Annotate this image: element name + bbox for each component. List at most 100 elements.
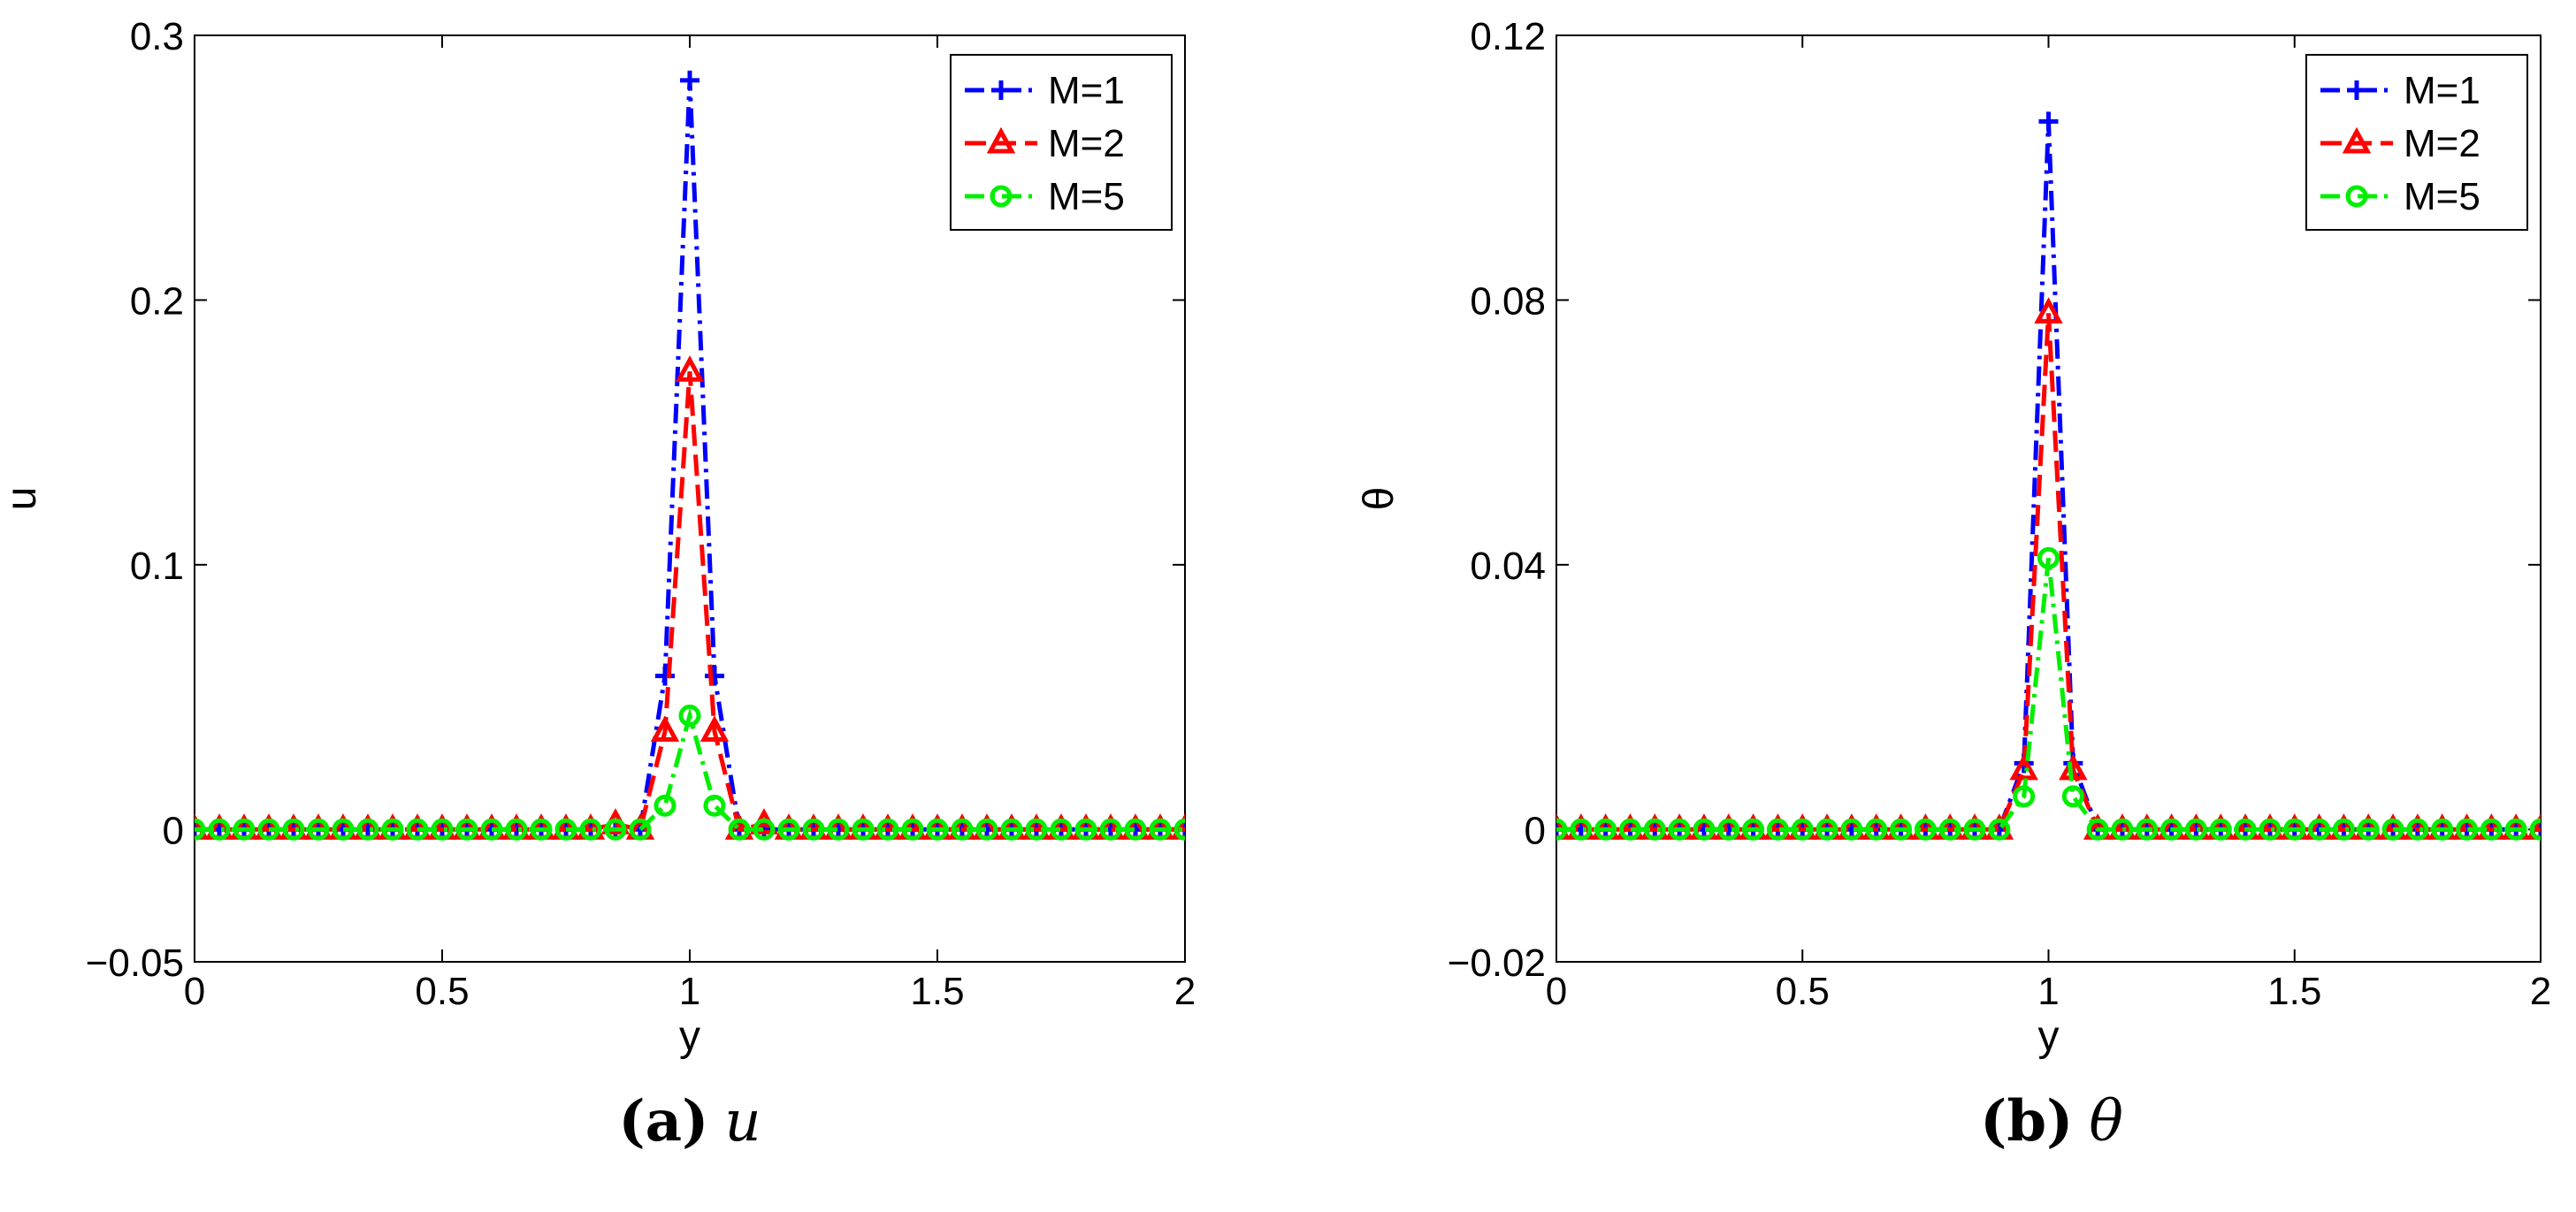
data-point <box>1643 818 1666 841</box>
data-point <box>1556 818 1568 841</box>
x-tick-label: 1.5 <box>910 970 964 1013</box>
data-point <box>876 818 899 841</box>
y-tick-label: 0.12 <box>1470 15 1546 58</box>
data-point <box>2111 818 2134 841</box>
series-group <box>195 70 1185 841</box>
legend-box <box>2305 54 2528 231</box>
x-tick-label: 1 <box>2037 970 2059 1013</box>
data-point <box>2061 785 2084 808</box>
data-point <box>680 70 699 90</box>
data-point <box>1766 818 1789 841</box>
data-point <box>505 818 528 841</box>
data-point <box>650 715 680 742</box>
data-point <box>2504 818 2527 841</box>
data-point <box>705 666 724 686</box>
data-point <box>2209 818 2232 841</box>
data-point <box>195 818 206 841</box>
legend-label: M=1 <box>2404 69 2480 112</box>
data-point <box>1668 818 1691 841</box>
legend: M=1 M=2 M=5 <box>950 54 1173 231</box>
legend-marker <box>2347 80 2366 100</box>
data-point <box>1791 818 1814 841</box>
data-point <box>431 818 454 841</box>
y-tick-label: 0 <box>163 809 184 852</box>
legend-label: M=2 <box>2404 122 2480 165</box>
data-point <box>2034 297 2063 324</box>
y-tick-label: −0.05 <box>86 941 184 985</box>
data-point <box>951 818 974 841</box>
data-point <box>579 818 602 841</box>
legend-marker <box>991 80 1011 100</box>
y-tick-label: −0.02 <box>1448 941 1546 985</box>
legend-box <box>950 54 1173 231</box>
caption-b: (b) θ <box>1980 1088 2123 1155</box>
legend-label: M=1 <box>1048 69 1125 112</box>
data-point <box>675 355 705 382</box>
data-point <box>975 818 998 841</box>
data-point <box>1618 818 1641 841</box>
data-point <box>208 818 231 841</box>
data-point <box>655 666 675 686</box>
x-axis-label: y <box>2038 1013 2060 1060</box>
data-point <box>480 818 503 841</box>
data-point <box>1742 818 1765 841</box>
data-point <box>282 818 305 841</box>
caption-b-symbol: θ <box>2089 1089 2123 1155</box>
y-tick-label: 0 <box>1525 809 1546 852</box>
data-point <box>2184 818 2207 841</box>
data-point <box>1988 818 2011 841</box>
data-point <box>233 818 256 841</box>
y-axis-label: θ <box>1356 487 1403 511</box>
data-point <box>1025 818 1048 841</box>
data-point <box>530 818 553 841</box>
data-point <box>1570 818 1593 841</box>
data-point <box>1717 818 1740 841</box>
data-point <box>356 818 379 841</box>
data-point <box>2456 818 2479 841</box>
caption-a: (a) u <box>618 1088 761 1155</box>
data-point <box>629 818 652 841</box>
data-point <box>2160 818 2183 841</box>
data-point <box>1890 818 1913 841</box>
y-tick-label: 0.2 <box>130 279 184 323</box>
x-tick-label: 2 <box>1174 970 1196 1013</box>
data-point <box>1963 818 1986 841</box>
data-point <box>678 705 701 728</box>
data-point <box>2013 785 2036 808</box>
x-tick-label: 0.5 <box>415 970 469 1013</box>
data-point <box>901 818 924 841</box>
y-tick-label: 0.1 <box>130 545 184 588</box>
data-point <box>2283 818 2306 841</box>
data-point <box>604 818 627 841</box>
data-point <box>2038 111 2059 132</box>
data-point <box>2086 818 2109 841</box>
legend-label: M=5 <box>1048 175 1125 218</box>
data-point <box>2406 818 2429 841</box>
data-point <box>1693 818 1716 841</box>
data-point <box>699 715 730 742</box>
x-axis-label: y <box>679 1013 700 1060</box>
data-point <box>1173 818 1185 841</box>
legend-label: M=2 <box>1048 122 1125 165</box>
data-point <box>1840 818 1863 841</box>
data-point <box>2308 818 2331 841</box>
data-point <box>257 818 280 841</box>
caption-a-letter: (a) <box>618 1088 708 1155</box>
data-point <box>2009 753 2038 781</box>
data-point <box>1000 818 1023 841</box>
data-point <box>2332 818 2355 841</box>
data-point <box>827 818 850 841</box>
data-point <box>802 818 825 841</box>
data-point <box>1124 818 1147 841</box>
svg-text:(b) θ: (b) θ <box>1980 1088 2123 1155</box>
x-tick-label: 1 <box>679 970 700 1013</box>
data-point <box>406 818 429 841</box>
data-point <box>554 818 577 841</box>
y-axis-label: u <box>0 487 45 511</box>
data-point <box>1050 818 1073 841</box>
data-point <box>1074 818 1097 841</box>
legend-marker <box>2342 126 2372 154</box>
